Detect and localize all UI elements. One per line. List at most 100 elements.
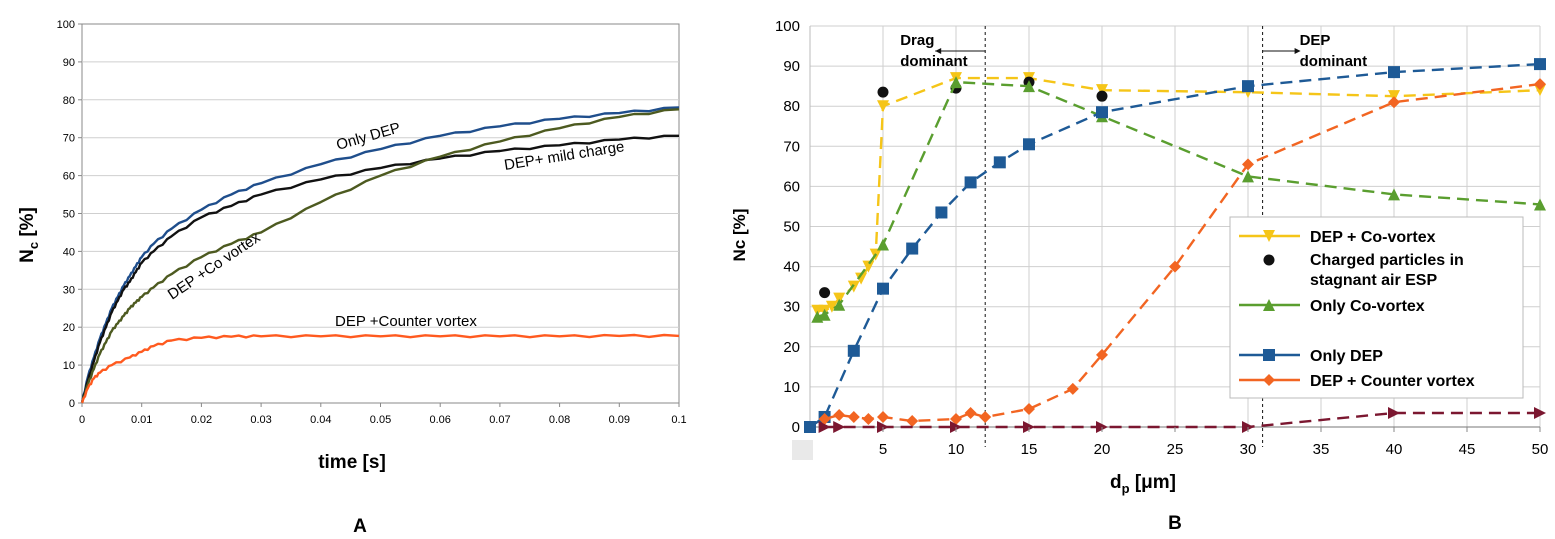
chart-b: Drag dominant DEP dominant 0 10 20 30 40 50 60 70 8… <box>730 18 1548 534</box>
chart-a-y-tick-label: 70 <box>63 133 75 145</box>
chart-b-x-axis-label: dp [μm] <box>1110 472 1176 496</box>
chart-b-data-point <box>1388 66 1400 79</box>
chart-b-data-point <box>1096 106 1108 119</box>
chart-b-data-point <box>1023 138 1035 151</box>
chart-b-y-tick-label: 100 <box>775 18 800 35</box>
chart-b-y-tick-label: 70 <box>783 138 800 155</box>
chart-b-series-line <box>824 82 1541 423</box>
chart-a-series-dep-co-vortex <box>80 108 680 404</box>
chart-a-series-only-dep <box>80 106 680 404</box>
chart-b-data-point <box>818 421 831 433</box>
chart-a-y-ticks: 0 10 20 30 40 50 60 70 80 90 100 <box>57 19 82 410</box>
chart-b-axis-corner-box <box>792 440 813 460</box>
chart-b-y-tick-label: 20 <box>783 339 800 356</box>
chart-b-x-tick-label: 10 <box>948 441 965 458</box>
chart-a: 0 10 20 30 40 50 60 70 80 90 100 0 0.01 0.02 0.03 0.04… <box>17 19 687 537</box>
chart-b-y-tick-label: 0 <box>792 419 800 436</box>
chart-b-x-ticks: 5 10 15 20 25 30 35 40 45 50 <box>879 427 1548 458</box>
chart-b-legend-marker <box>1263 374 1275 386</box>
chart-b-data-point <box>906 242 919 255</box>
chart-a-y-tick-label: 40 <box>63 246 75 258</box>
chart-b-data-point <box>1023 402 1035 415</box>
chart-b-data-point <box>1066 382 1079 395</box>
chart-b-legend-marker <box>1263 254 1275 266</box>
chart-b-data-point <box>993 156 1006 169</box>
chart-a-y-axis-label: Nc [%] <box>17 207 41 263</box>
chart-b-data-point <box>1534 198 1546 211</box>
chart-b-y-tick-label: 80 <box>783 98 800 115</box>
chart-a-y-tick-label: 20 <box>63 322 75 334</box>
chart-b-region-arrowhead <box>1294 48 1301 54</box>
chart-b-data-point <box>855 272 868 285</box>
chart-b-data-point <box>1388 96 1400 109</box>
chart-b-legend-label: DEP + Co-vortex <box>1310 229 1436 246</box>
chart-b-x-tick-label: 25 <box>1167 441 1184 458</box>
chart-a-x-tick-label: 0.08 <box>549 414 570 426</box>
chart-b-data-point <box>1169 260 1181 273</box>
chart-b-x-tick-label: 20 <box>1094 441 1111 458</box>
chart-b-series-group <box>804 58 1546 433</box>
chart-b-data-point <box>833 298 846 311</box>
chart-b-data-point <box>877 410 889 423</box>
chart-b-data-point <box>1534 78 1546 91</box>
chart-b-y-tick-label: 90 <box>783 58 800 75</box>
chart-b-region-arrowhead <box>935 48 942 54</box>
chart-b-data-point <box>935 206 948 219</box>
chart-a-x-tick-label: 0.02 <box>191 414 212 426</box>
chart-b-data-point <box>1242 80 1254 93</box>
chart-a-x-axis-label: time [s] <box>318 452 386 473</box>
chart-b-data-point <box>825 300 838 313</box>
chart-b-data-point <box>847 410 860 423</box>
chart-b-legend-label: Charged particles in stagnant air ESP <box>1310 252 1464 289</box>
chart-b-y-tick-label: 50 <box>783 219 800 236</box>
chart-b-x-tick-label: 15 <box>1021 441 1038 458</box>
chart-b-data-point <box>1388 90 1400 103</box>
chart-a-x-tick-label: 0.05 <box>370 414 391 426</box>
chart-b-legend-box <box>1229 216 1524 399</box>
chart-a-x-tick-label: 0 <box>79 414 85 426</box>
chart-b-data-point <box>862 260 875 273</box>
chart-a-x-tick-label: 0.07 <box>489 414 510 426</box>
chart-b-data-point <box>818 308 831 321</box>
chart-b-data-point <box>1388 406 1400 419</box>
chart-a-panel-label: A <box>353 516 367 537</box>
chart-b-x-tick-label: 40 <box>1386 441 1403 458</box>
chart-b-x-tick-label: 45 <box>1459 441 1476 458</box>
chart-b-panel-label: B <box>1168 513 1182 534</box>
chart-b-data-point <box>906 414 919 427</box>
chart-b-data-point <box>1534 406 1546 419</box>
chart-b-regions: Drag dominant DEP dominant <box>900 26 1367 447</box>
chart-a-y-tick-label: 30 <box>63 284 75 296</box>
chart-b-legend-marker <box>1263 230 1275 242</box>
chart-b-data-point <box>804 421 816 433</box>
chart-b-data-point <box>877 282 889 295</box>
chart-b-x-tick-label: 35 <box>1313 441 1330 458</box>
chart-b-y-tick-label: 30 <box>783 299 800 316</box>
chart-a-y-tick-label: 80 <box>63 95 75 107</box>
chart-a-x-ticks: 0 0.01 0.02 0.03 0.04 0.05 0.06 0.07 0.08 0.09 0.1 <box>79 403 687 426</box>
chart-b-data-point <box>1096 84 1108 97</box>
chart-b-data-point <box>833 292 846 305</box>
chart-b-data-point <box>964 176 977 189</box>
chart-b-x-tick-label: 30 <box>1240 441 1257 458</box>
chart-b-data-point <box>979 410 992 423</box>
chart-b-y-ticks: 0 10 20 30 40 50 60 70 80 90 100 <box>775 18 800 436</box>
chart-b-data-point <box>1023 80 1035 93</box>
chart-b-x-tick-label: 5 <box>879 441 887 458</box>
chart-b-data-point <box>877 100 889 113</box>
chart-b-y-tick-label: 60 <box>783 178 800 195</box>
chart-b-legend-marker <box>1263 299 1275 311</box>
chart-b-data-point <box>833 421 846 433</box>
chart-b-data-point <box>1534 58 1546 71</box>
chart-b-data-point <box>1242 170 1254 183</box>
chart-a-annotation-counter-vortex: DEP +Counter vortex <box>335 313 477 330</box>
chart-b-data-point <box>847 344 860 357</box>
chart-b-data-point <box>818 412 831 425</box>
chart-a-x-tick-label: 0.03 <box>250 414 271 426</box>
chart-b-data-point <box>833 408 846 421</box>
chart-b-legend-label: Only Co-vortex <box>1310 298 1425 315</box>
chart-b-series-line <box>816 80 1541 318</box>
chart-b-legend-label: DEP + Counter vortex <box>1310 373 1475 390</box>
chart-b-data-point <box>1096 90 1108 102</box>
